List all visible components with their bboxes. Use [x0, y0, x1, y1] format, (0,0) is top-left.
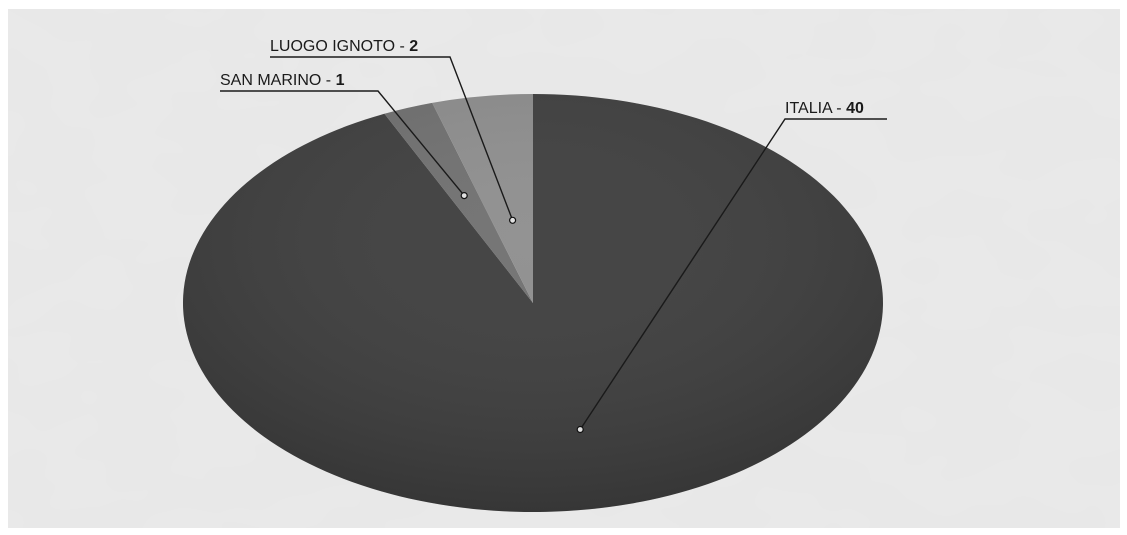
leader-dot-san-marino [461, 193, 467, 199]
slice-label-san-marino: SAN MARINO - 1 [220, 72, 345, 89]
slice-label-luogo-ignoto: LUOGO IGNOTO - 2 [270, 38, 418, 55]
pie-chart: ITALIA - 40 SAN MARINO - 1 LUOGO IGNOTO - … [8, 9, 1120, 528]
leader-dot-italia [577, 427, 583, 433]
slice-label-italia: ITALIA - 40 [785, 100, 864, 117]
leader-dot-luogo-ignoto [510, 217, 516, 223]
chart-frame: ITALIA - 40 SAN MARINO - 1 LUOGO IGNOTO - … [8, 9, 1120, 528]
pie-shading [183, 94, 883, 512]
